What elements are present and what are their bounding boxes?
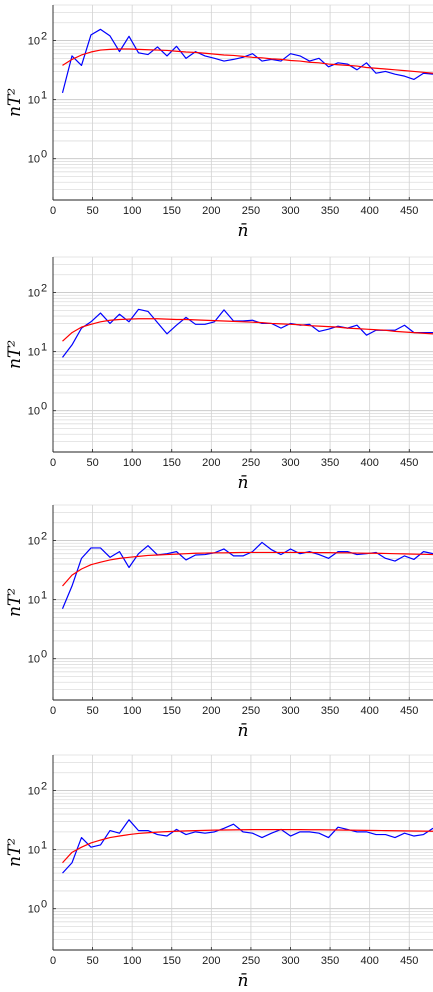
x-tick-label: 150: [163, 457, 181, 469]
fit-series-line: [62, 551, 433, 587]
x-tick-label: 100: [123, 955, 141, 967]
y-tick-exponent: 1: [41, 90, 47, 102]
y-tick-exponent: 0: [41, 149, 47, 161]
x-tick-label: 50: [86, 205, 98, 217]
x-tick-label: 50: [86, 705, 98, 717]
x-tick-label: 0: [50, 457, 56, 469]
y-tick-exponent: 0: [41, 649, 47, 661]
x-tick-label: 0: [50, 205, 56, 217]
x-tick-label: 450: [400, 457, 418, 469]
x-tick-label: 100: [123, 457, 141, 469]
data-series-line: [62, 819, 433, 874]
x-tick-label: 0: [50, 705, 56, 717]
y-tick-exponent: 1: [41, 590, 47, 602]
y-tick-exponent: 0: [41, 899, 47, 911]
x-tick-label: 400: [360, 955, 378, 967]
x-axis-label: n̄: [238, 721, 249, 741]
data-series-line: [62, 308, 433, 358]
x-tick-label: 250: [242, 955, 260, 967]
x-tick-label: 300: [281, 457, 299, 469]
x-tick-label: 300: [281, 955, 299, 967]
y-tick-exponent: 0: [41, 401, 47, 413]
fit-series-line: [62, 318, 433, 342]
x-tick-label: 250: [242, 205, 260, 217]
y-axis-label: nT²: [5, 588, 25, 617]
x-tick-label: 50: [86, 457, 98, 469]
y-tick-label: 10: [28, 347, 40, 359]
x-tick-label: 200: [202, 705, 220, 717]
x-tick-label: 200: [202, 457, 220, 469]
x-tick-label: 450: [400, 205, 418, 217]
y-tick-exponent: 2: [41, 31, 47, 43]
y-tick-label: 10: [28, 654, 40, 666]
y-tick-label: 10: [28, 95, 40, 107]
y-tick-exponent: 1: [41, 840, 47, 852]
y-tick-label: 10: [28, 845, 40, 857]
x-tick-label: 300: [281, 205, 299, 217]
fit-series-line: [62, 48, 433, 74]
y-tick-label: 10: [28, 288, 40, 300]
x-tick-label: 100: [123, 705, 141, 717]
x-tick-label: 150: [163, 205, 181, 217]
y-axis-label: nT²: [5, 340, 25, 369]
y-tick-exponent: 2: [41, 283, 47, 295]
x-tick-label: 450: [400, 955, 418, 967]
y-tick-label: 10: [28, 36, 40, 48]
y-tick-label: 10: [28, 154, 40, 166]
y-tick-exponent: 2: [41, 531, 47, 543]
x-tick-label: 300: [281, 705, 299, 717]
x-tick-label: 350: [321, 705, 339, 717]
x-tick-label: 350: [321, 955, 339, 967]
y-tick-label: 10: [28, 536, 40, 548]
y-tick-exponent: 2: [41, 781, 47, 793]
y-tick-label: 10: [28, 786, 40, 798]
x-tick-label: 450: [400, 705, 418, 717]
x-tick-label: 150: [163, 955, 181, 967]
x-tick-label: 200: [202, 955, 220, 967]
x-axis-label: n̄: [238, 473, 249, 493]
x-tick-label: 200: [202, 205, 220, 217]
x-tick-label: 50: [86, 955, 98, 967]
y-axis-label: nT²: [5, 838, 25, 867]
x-tick-label: 350: [321, 205, 339, 217]
y-tick-exponent: 1: [41, 342, 47, 354]
x-axis-label: n̄: [238, 221, 249, 241]
x-tick-label: 350: [321, 457, 339, 469]
x-tick-label: 400: [360, 457, 378, 469]
y-axis-label: nT²: [5, 88, 25, 117]
x-tick-label: 0: [50, 955, 56, 967]
x-tick-label: 400: [360, 205, 378, 217]
x-tick-label: 250: [242, 705, 260, 717]
x-tick-label: 150: [163, 705, 181, 717]
x-tick-label: 400: [360, 705, 378, 717]
y-tick-label: 10: [28, 406, 40, 418]
y-tick-label: 10: [28, 904, 40, 916]
fit-series-line: [62, 829, 433, 864]
x-tick-label: 100: [123, 205, 141, 217]
x-tick-label: 250: [242, 457, 260, 469]
y-tick-label: 10: [28, 595, 40, 607]
x-axis-label: n̄: [238, 971, 249, 991]
